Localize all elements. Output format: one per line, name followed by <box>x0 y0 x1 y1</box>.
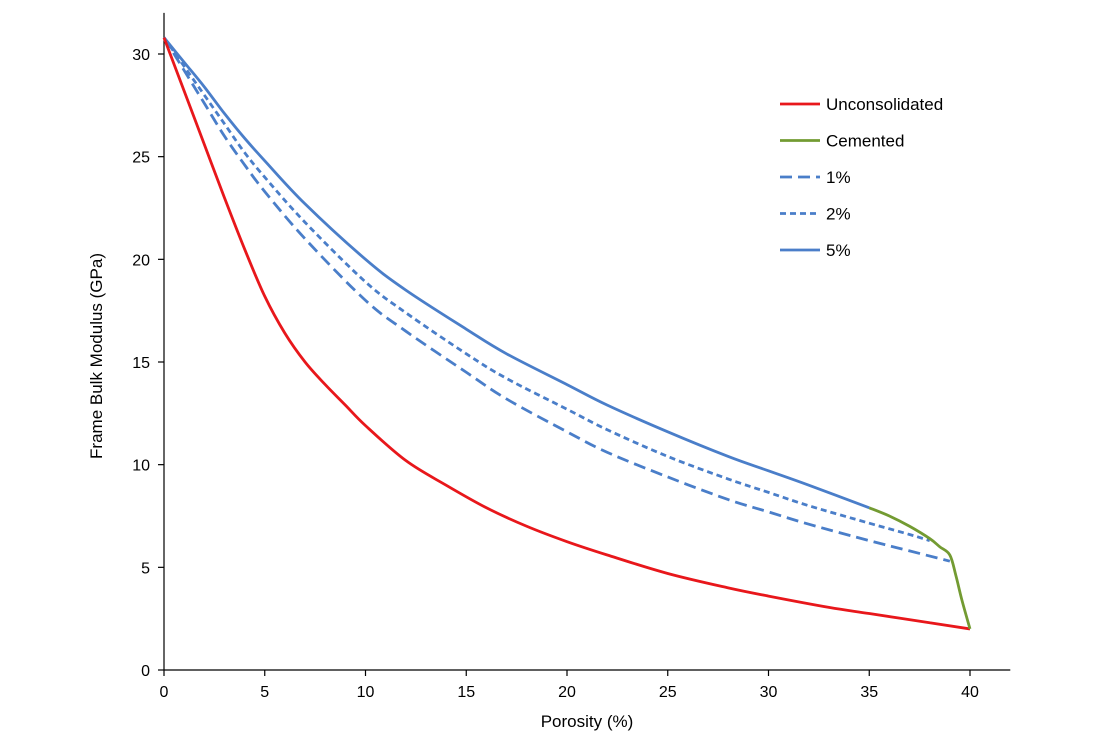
plot-area <box>162 36 972 631</box>
legend: Unconsolidated Cemented 1% 2% 5% <box>780 95 943 260</box>
legend-label-1-percent: 1% <box>826 168 851 187</box>
x-tick-label: 25 <box>659 684 677 701</box>
y-tick-label: 15 <box>132 355 150 372</box>
x-tick-label: 10 <box>357 684 375 701</box>
y-axis-title: Frame Bulk Modulus (GPa) <box>87 253 106 459</box>
x-tick-label: 30 <box>760 684 778 701</box>
series-line-cemented <box>868 506 972 630</box>
series-line-2-percent <box>162 36 931 542</box>
y-tick-label: 10 <box>132 458 150 475</box>
x-axis-title: Porosity (%) <box>541 712 634 731</box>
y-tick-label: 0 <box>141 663 150 680</box>
y-tick-label: 5 <box>141 560 150 577</box>
x-tick-label: 40 <box>961 684 979 701</box>
series-line-unconsolidated <box>162 37 971 631</box>
x-tick-label: 15 <box>457 684 475 701</box>
series-line-1-percent <box>162 36 951 563</box>
x-tick-label: 5 <box>260 684 269 701</box>
series-line-5-percent <box>162 36 870 510</box>
legend-label-2-percent: 2% <box>826 205 851 224</box>
legend-label-cemented: Cemented <box>826 132 904 151</box>
y-tick-label: 25 <box>132 150 150 167</box>
axes: 0 5 10 15 20 25 30 35 40 0 5 10 15 20 25 30 <box>132 12 1011 701</box>
legend-label-5-percent: 5% <box>826 241 851 260</box>
x-tick-label: 0 <box>160 684 169 701</box>
legend-label-unconsolidated: Unconsolidated <box>826 95 943 114</box>
x-tick-label: 20 <box>558 684 576 701</box>
x-tick-label: 35 <box>860 684 878 701</box>
y-tick-label: 20 <box>132 252 150 269</box>
y-tick-label: 30 <box>132 47 150 64</box>
